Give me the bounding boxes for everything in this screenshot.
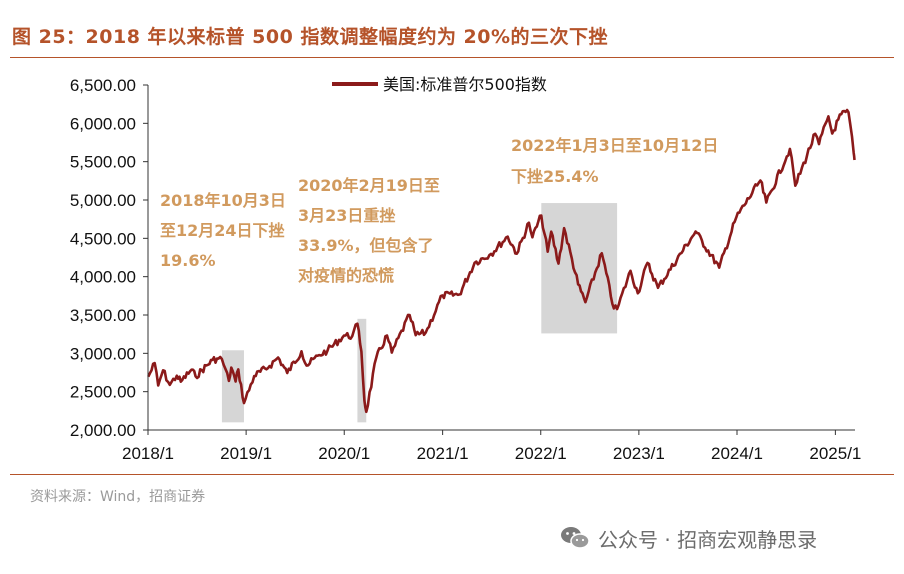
annotation-1-line-3: 19.6% [160, 251, 216, 270]
annotation-2-line-1: 2020年2月19日至 [298, 176, 440, 195]
footer-divider [10, 474, 894, 475]
x-tick-label: 2020/1 [318, 444, 370, 463]
axes [143, 84, 855, 435]
watermark: 公众号 · 招商宏观静思录 [560, 522, 817, 554]
annotation-3-line-1: 2022年1月3日至10月12日 [511, 136, 718, 155]
y-tick-label: 4,000.00 [70, 268, 136, 287]
x-tick-label: 2023/1 [613, 444, 665, 463]
annotation-3-line-2: 下挫25.4% [511, 167, 599, 186]
x-tick-label: 2024/1 [711, 444, 763, 463]
x-tick-label: 2025/1 [809, 444, 861, 463]
annotation-1-line-1: 2018年10月3日 [160, 191, 286, 210]
annotation-1-line-2: 至12月24日下挫 [160, 221, 285, 240]
sp500-line-chart: 2,000.00 2,500.00 3,000.00 3,500.00 4,000.00… [70, 75, 862, 463]
series-layer [147, 108, 856, 414]
x-tick-label: 2021/1 [417, 444, 469, 463]
x-tick-label: 2019/1 [220, 444, 272, 463]
y-tick-label: 3,000.00 [70, 344, 136, 363]
y-tick-label: 5,500.00 [70, 153, 136, 172]
x-tick-label: 2018/1 [122, 444, 174, 463]
legend: 美国:标准普尔500指数 [332, 75, 547, 94]
series-line-1 [147, 108, 856, 414]
watermark-text: 公众号 · 招商宏观静思录 [598, 527, 818, 552]
y-tick-labels: 2,000.00 2,500.00 3,000.00 3,500.00 4,000.00… [70, 76, 136, 440]
y-tick-label: 2,500.00 [70, 383, 136, 402]
title-divider [10, 57, 894, 58]
wechat-icon [560, 525, 590, 551]
x-tick-label: 2022/1 [515, 444, 567, 463]
y-tick-label: 3,500.00 [70, 306, 136, 325]
annotation-2-line-3: 33.9%，但包含了 [298, 236, 434, 255]
legend-label: 美国:标准普尔500指数 [383, 75, 547, 94]
figure-title: 图 25：2018 年以来标普 500 指数调整幅度约为 20%的三次下挫 [12, 26, 609, 48]
x-tick-labels: 2018/1 2019/1 2020/1 2021/1 2022/1 2023/1 2024… [122, 444, 861, 463]
annotation-2-line-4: 对疫情的恐慌 [298, 266, 394, 285]
y-tick-label: 6,500.00 [70, 76, 136, 95]
y-tick-label: 5,000.00 [70, 191, 136, 210]
y-tick-label: 6,000.00 [70, 114, 136, 133]
y-tick-label: 4,500.00 [70, 229, 136, 248]
y-tick-label: 2,000.00 [70, 421, 136, 440]
source-note: 资料来源：Wind，招商证券 [30, 489, 206, 505]
annotation-2-line-2: 3月23日重挫 [298, 206, 395, 225]
